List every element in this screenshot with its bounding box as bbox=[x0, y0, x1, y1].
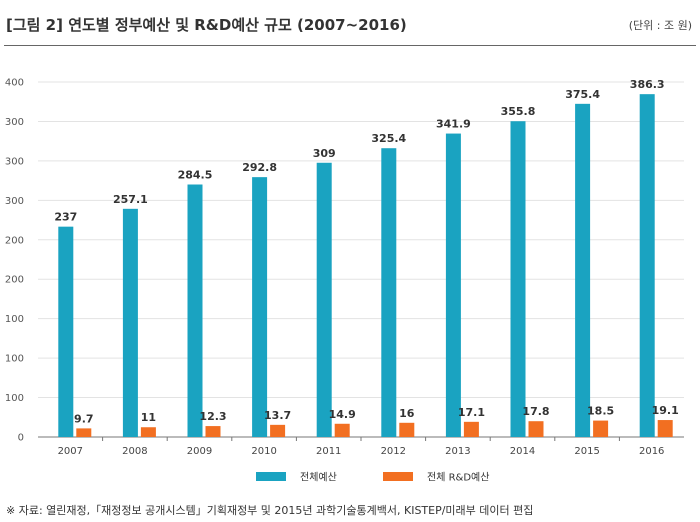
y-tick-label: 100 bbox=[5, 354, 24, 365]
x-tick-label: 2011 bbox=[316, 446, 341, 457]
data-label-total-budget: 325.4 bbox=[371, 132, 406, 145]
data-label-rnd-budget: 11 bbox=[141, 411, 156, 424]
data-label-rnd-budget: 19.1 bbox=[652, 404, 679, 417]
figure-title: [그림 2] 연도별 정부예산 및 R&D예산 규모 (2007~2016) bbox=[6, 16, 407, 34]
figure-header: [그림 2] 연도별 정부예산 및 R&D예산 규모 (2007~2016) (… bbox=[0, 0, 700, 46]
bar-total-budget bbox=[122, 208, 138, 437]
x-tick-label: 2013 bbox=[445, 446, 470, 457]
x-tick-label: 2008 bbox=[122, 446, 147, 457]
y-tick-label: 100 bbox=[5, 314, 24, 325]
bar-total-budget bbox=[187, 184, 203, 437]
bar-rnd-budget bbox=[528, 421, 544, 437]
data-label-total-budget: 341.9 bbox=[436, 118, 471, 131]
bar-rnd-budget bbox=[657, 420, 673, 437]
bar-rnd-budget bbox=[140, 427, 156, 437]
y-tick-label: 300 bbox=[5, 156, 24, 167]
y-tick-label: 300 bbox=[5, 196, 24, 207]
bar-rnd-budget bbox=[399, 422, 415, 437]
bar-total-budget bbox=[639, 94, 655, 437]
y-tick-label: 200 bbox=[5, 235, 24, 246]
data-label-rnd-budget: 18.5 bbox=[587, 405, 614, 418]
data-label-rnd-budget: 9.7 bbox=[74, 412, 94, 425]
x-tick-label: 2012 bbox=[381, 446, 406, 457]
x-tick-label: 2009 bbox=[187, 446, 212, 457]
data-label-total-budget: 375.4 bbox=[565, 88, 600, 101]
title-divider bbox=[4, 45, 696, 46]
bar-rnd-budget bbox=[463, 421, 479, 437]
data-label-rnd-budget: 13.7 bbox=[264, 409, 291, 422]
data-label-total-budget: 309 bbox=[313, 147, 336, 160]
data-label-rnd-budget: 17.8 bbox=[522, 405, 549, 418]
bar-total-budget bbox=[58, 226, 74, 437]
x-tick-label: 2010 bbox=[251, 446, 276, 457]
data-label-total-budget: 284.5 bbox=[178, 169, 213, 182]
bar-rnd-budget bbox=[205, 426, 221, 437]
bar-rnd-budget bbox=[593, 420, 609, 437]
x-tick-label: 2007 bbox=[58, 446, 83, 457]
bar-total-budget bbox=[445, 133, 461, 437]
data-label-total-budget: 237 bbox=[54, 211, 77, 224]
data-label-total-budget: 386.3 bbox=[630, 78, 665, 91]
y-tick-label: 300 bbox=[5, 117, 24, 128]
x-tick-label: 2014 bbox=[510, 446, 535, 457]
legend-label-rnd-budget: 전체 R&D예산 bbox=[427, 472, 489, 484]
bar-total-budget bbox=[252, 177, 268, 437]
y-tick-label: 0 bbox=[18, 433, 24, 444]
legend-swatch-total-budget bbox=[256, 472, 286, 481]
data-label-rnd-budget: 16 bbox=[399, 407, 415, 420]
y-tick-label: 400 bbox=[5, 78, 24, 89]
data-label-total-budget: 292.8 bbox=[242, 161, 277, 174]
source-note: ※ 자료: 열린재정,「재정정보 공개시스템」기획재정부 및 2015년 과학기… bbox=[6, 504, 534, 517]
bar-rnd-budget bbox=[76, 428, 92, 437]
data-label-total-budget: 257.1 bbox=[113, 193, 148, 206]
bar-rnd-budget bbox=[334, 423, 350, 437]
bar-total-budget bbox=[316, 162, 332, 437]
data-label-rnd-budget: 17.1 bbox=[458, 406, 485, 419]
bar-total-budget bbox=[575, 103, 591, 437]
legend-swatch-rnd-budget bbox=[383, 472, 413, 481]
bar-rnd-budget bbox=[270, 424, 286, 437]
bar-total-budget bbox=[381, 148, 397, 437]
data-label-total-budget: 355.8 bbox=[501, 105, 536, 118]
legend-label-total-budget: 전체예산 bbox=[300, 472, 337, 484]
y-tick-label: 100 bbox=[5, 393, 24, 404]
bar-total-budget bbox=[510, 121, 526, 437]
y-tick-label: 200 bbox=[5, 275, 24, 286]
x-tick-label: 2015 bbox=[574, 446, 599, 457]
unit-label: (단위 : 조 원) bbox=[628, 19, 692, 32]
data-label-rnd-budget: 14.9 bbox=[329, 408, 356, 421]
x-tick-label: 2016 bbox=[639, 446, 664, 457]
data-label-rnd-budget: 12.3 bbox=[199, 410, 226, 423]
budget-bar-chart: 0 100 100 100 200 200 300 300 300 400 237 9.7 2007 25… bbox=[5, 78, 684, 484]
